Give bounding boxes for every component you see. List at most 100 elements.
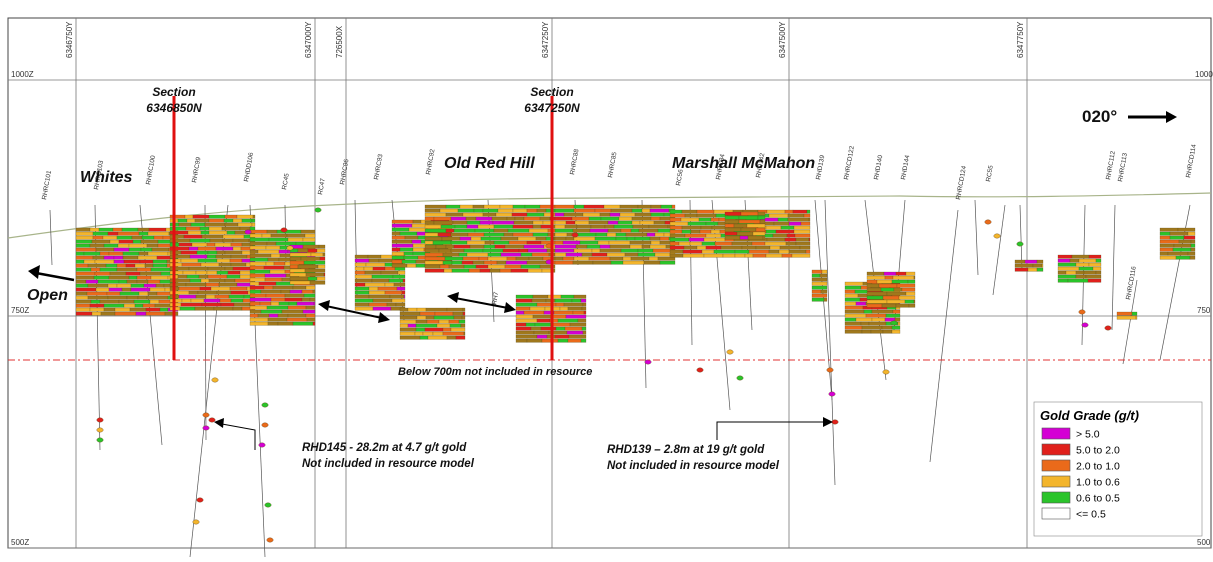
grade-block <box>91 239 111 244</box>
callout-text-rhd139: RHD139 – 2.8m at 19 g/t gold <box>607 444 765 456</box>
grade-block <box>793 229 811 234</box>
grade-block <box>270 253 281 258</box>
drillhole-label: RHRC84 <box>715 153 726 180</box>
grade-block <box>896 283 916 288</box>
grade-block <box>268 237 289 242</box>
grade-block <box>98 227 114 232</box>
grade-block <box>467 232 485 237</box>
grade-block <box>606 232 617 237</box>
grade-block <box>128 247 142 252</box>
grade-block <box>465 216 477 221</box>
grade-block <box>425 315 435 320</box>
grade-block <box>748 249 770 254</box>
grade-block <box>489 268 501 273</box>
grade-block <box>260 289 282 294</box>
grade-block <box>138 291 149 296</box>
grade-block <box>264 273 287 278</box>
grade-block-cluster <box>554 204 676 265</box>
sample-intercept <box>1078 309 1086 315</box>
grade-block <box>573 204 585 209</box>
grade-block <box>289 272 307 277</box>
grade-block <box>138 251 149 256</box>
drillhole-trace <box>992 204 1006 296</box>
deposit-label-old-red-hill: Old Red Hill <box>444 155 535 172</box>
grade-block <box>553 310 574 315</box>
grade-block <box>249 289 262 294</box>
grade-block <box>566 330 584 335</box>
grade-block <box>1036 259 1044 264</box>
grade-block <box>147 279 161 284</box>
grade-block <box>757 215 766 220</box>
grade-block <box>450 248 465 253</box>
elevation-label: 500Z <box>11 538 29 547</box>
grade-block <box>600 216 620 221</box>
grade-block <box>1183 235 1196 240</box>
grade-block <box>650 212 665 217</box>
grid: 6346750Y 6347000Y 726500X 6347250Y 63475… <box>7 17 1213 549</box>
grade-block <box>270 297 286 302</box>
drillhole-label: RHRC93 <box>373 153 384 180</box>
grade-block <box>527 248 548 253</box>
grade-block-cluster <box>844 281 901 334</box>
grade-block <box>180 258 199 263</box>
grade-block <box>75 311 93 316</box>
easting-label: 726500X <box>335 25 344 58</box>
grade-block <box>755 227 766 232</box>
grade-block <box>513 220 534 225</box>
grade-block <box>209 238 224 243</box>
grade-block <box>249 281 260 286</box>
grade-block <box>1190 239 1196 244</box>
grade-block <box>504 244 525 249</box>
grade-block <box>411 239 422 244</box>
grade-block <box>113 255 124 260</box>
grade-block <box>589 228 609 233</box>
grade-block <box>236 214 254 219</box>
sample-intercepts <box>96 207 1112 543</box>
grade-block <box>494 244 506 249</box>
grade-block <box>700 225 713 230</box>
drillhole-label: RHD142 <box>755 152 766 178</box>
grade-block <box>128 243 148 248</box>
grade-block <box>580 298 587 303</box>
grade-block <box>270 301 280 306</box>
grade-block <box>178 294 197 299</box>
grade-block <box>75 291 88 296</box>
grade-block <box>734 249 750 254</box>
grade-block <box>100 311 116 316</box>
grade-block <box>526 260 548 265</box>
grade-block <box>391 259 403 264</box>
grade-block <box>453 315 463 320</box>
grade-block <box>116 283 132 288</box>
grade-block <box>669 217 682 222</box>
grade-block <box>182 270 197 275</box>
grade-block <box>249 261 267 266</box>
grade-block <box>224 222 239 227</box>
grade-block <box>75 243 91 248</box>
continuity-arrow <box>318 300 390 323</box>
grade-block <box>216 290 232 295</box>
grade-block <box>567 338 582 343</box>
grade-block <box>609 256 624 261</box>
grade-block <box>1014 259 1026 264</box>
open-arrow-head <box>28 265 40 279</box>
grade-block <box>736 231 754 236</box>
grade-block <box>1177 227 1196 232</box>
grade-block <box>559 306 569 311</box>
grade-block <box>669 245 685 250</box>
grade-block <box>622 260 645 265</box>
grade-block <box>786 233 796 238</box>
grade-block <box>908 303 916 308</box>
grade-block <box>95 287 110 292</box>
grade-block <box>526 240 542 245</box>
grade-block <box>1159 231 1171 236</box>
grade-block <box>249 317 269 322</box>
grade-block <box>886 291 907 296</box>
grade-block <box>188 290 199 295</box>
grade-block <box>264 277 283 282</box>
grade-block <box>156 255 172 260</box>
grade-block <box>855 301 867 306</box>
grade-block <box>787 213 805 218</box>
grade-block <box>89 243 105 248</box>
grade-block <box>724 211 742 216</box>
grade-block <box>484 240 495 245</box>
